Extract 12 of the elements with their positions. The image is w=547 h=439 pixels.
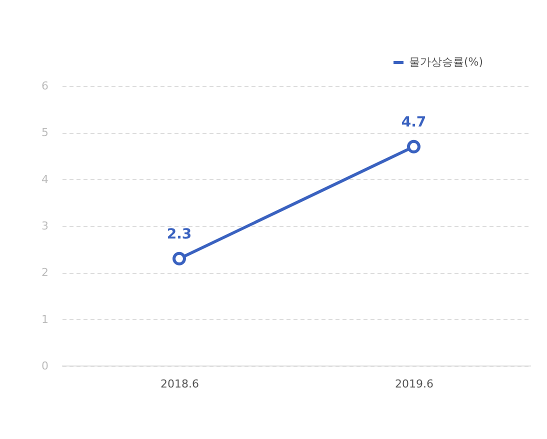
y-tick-label: 6 [42,80,48,92]
x-tick-label: 2019.6 [395,378,434,390]
y-tick-label: 0 [42,360,48,372]
y-tick-label: 4 [42,172,48,186]
y-tick-label: 3 [42,220,48,232]
y-tick-label: 2 [42,266,48,280]
data-label: 4.7 [401,114,426,131]
data-label: 2.3 [166,226,192,243]
legend-label: 물가상승률(%) [409,56,484,68]
x-tick-label: 2018.6 [160,378,199,390]
y-tick-label: 5 [42,126,48,140]
y-tick-label: 1 [42,312,48,326]
